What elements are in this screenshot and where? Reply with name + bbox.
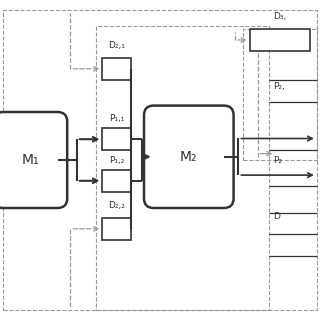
- Text: M₂: M₂: [180, 150, 197, 164]
- Bar: [102, 128, 131, 150]
- Text: D₂,₁: D₂,₁: [108, 41, 125, 50]
- Bar: [243, 29, 317, 160]
- Text: P₁,₁: P₁,₁: [109, 114, 124, 123]
- Bar: [102, 218, 131, 240]
- Bar: [96, 26, 269, 310]
- Text: M₁: M₁: [21, 153, 39, 167]
- Bar: [102, 170, 131, 192]
- Text: P₁,₂: P₁,₂: [109, 156, 124, 165]
- FancyBboxPatch shape: [144, 106, 234, 208]
- Bar: [102, 58, 131, 80]
- Bar: [250, 29, 310, 51]
- Text: P₂,: P₂,: [274, 82, 285, 91]
- FancyBboxPatch shape: [0, 112, 67, 208]
- Text: D: D: [274, 212, 280, 221]
- Text: D₂,₂: D₂,₂: [108, 201, 125, 210]
- Text: D₃,: D₃,: [273, 12, 287, 21]
- Text: P₂: P₂: [274, 156, 283, 165]
